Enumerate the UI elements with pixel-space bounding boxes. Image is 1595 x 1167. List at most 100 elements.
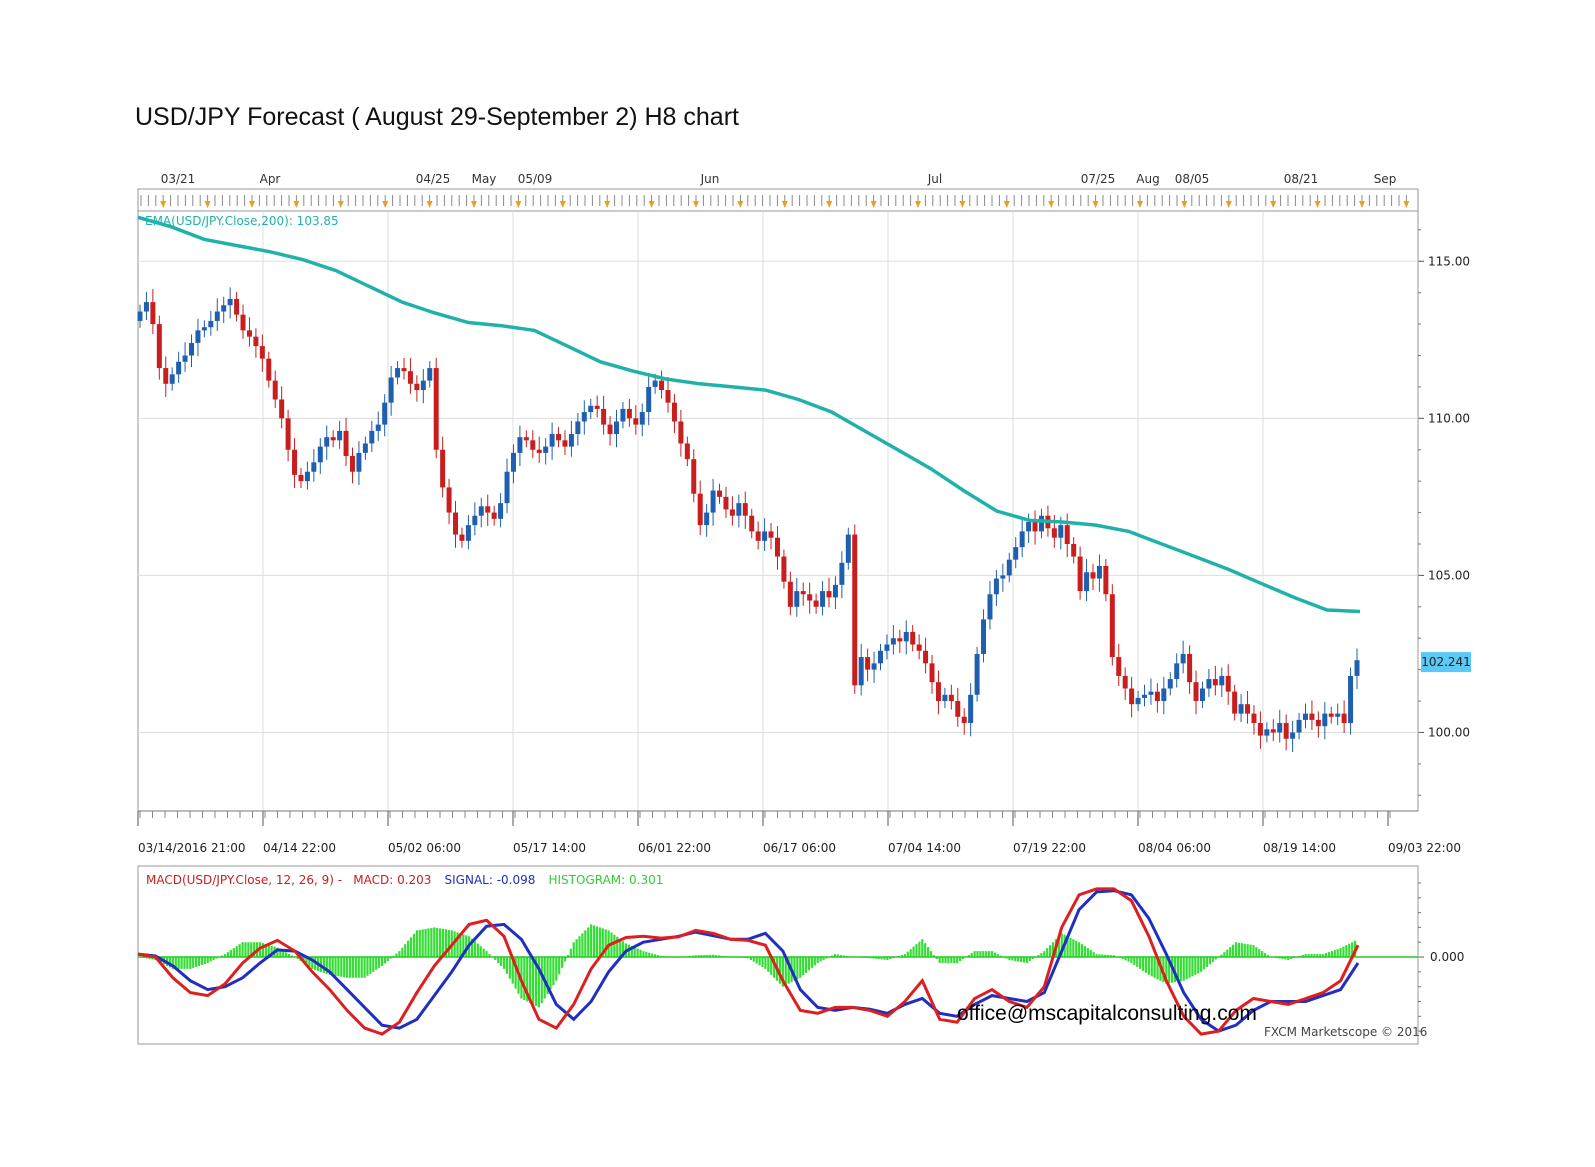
candle	[890, 625, 896, 655]
time-tick-label: 08/19 14:00	[1263, 841, 1336, 855]
candle-body	[189, 342, 195, 356]
candle	[781, 549, 787, 589]
candle	[916, 634, 922, 660]
last-price-badge-bg	[1421, 652, 1471, 673]
last-price-badge: 102.241	[1421, 652, 1471, 673]
candle	[1335, 703, 1341, 726]
candle	[923, 637, 929, 674]
candle	[523, 430, 529, 448]
candle-body	[1199, 688, 1205, 702]
candle	[871, 651, 877, 683]
candle-body	[993, 578, 999, 595]
candle	[427, 361, 433, 388]
candle-body	[1135, 697, 1141, 705]
candle-body	[465, 525, 471, 541]
candle	[137, 304, 143, 328]
candle	[897, 629, 903, 653]
candle-body	[800, 591, 806, 595]
candle	[1142, 684, 1148, 707]
time-tick-label: 08/04 06:00	[1138, 841, 1211, 855]
candle-body	[375, 424, 381, 431]
candle	[311, 449, 317, 482]
candle-body	[845, 534, 851, 563]
candle-body	[304, 471, 310, 482]
candle	[993, 570, 999, 606]
candle	[407, 358, 413, 394]
candle-body	[1032, 521, 1038, 532]
candle	[414, 375, 420, 402]
candle-body	[1270, 729, 1276, 733]
candle	[884, 634, 890, 660]
contact-email: office@mscapitalconsulting.com	[957, 1002, 1257, 1025]
time-tick-label: 06/17 06:00	[763, 841, 836, 855]
candle	[1109, 584, 1115, 666]
candle	[974, 647, 980, 702]
month-label: May	[472, 172, 497, 186]
candle	[961, 708, 967, 735]
candle	[317, 438, 323, 474]
candle-body	[1277, 723, 1283, 733]
candle-body	[317, 446, 323, 463]
price-tick-label: 100.00	[1428, 725, 1470, 739]
candle	[272, 370, 278, 408]
candle	[1135, 691, 1141, 712]
candle-body	[234, 298, 240, 315]
candle	[1348, 667, 1354, 735]
candle-body	[1206, 679, 1212, 689]
candle-body	[343, 430, 349, 457]
candle	[633, 405, 639, 435]
candle	[1090, 563, 1096, 591]
candle	[189, 334, 195, 368]
candle	[1096, 554, 1102, 592]
candle-body	[201, 327, 207, 331]
candle-body	[1026, 521, 1032, 532]
candle-body	[1341, 713, 1347, 724]
candle-body	[433, 368, 439, 450]
candle	[433, 358, 439, 459]
candle	[1187, 645, 1193, 694]
candle	[1161, 676, 1167, 715]
candle-body	[717, 490, 723, 497]
candle-body	[897, 638, 903, 642]
candle	[485, 494, 491, 526]
candle	[143, 292, 149, 321]
candle	[362, 436, 368, 460]
candle-body	[671, 402, 677, 422]
candle-body	[523, 437, 529, 441]
candle-body	[768, 531, 774, 538]
event-marker	[915, 201, 921, 208]
candle	[987, 581, 993, 630]
candle-body	[665, 390, 671, 403]
time-tick-label: 05/17 14:00	[513, 841, 586, 855]
candle	[1206, 669, 1212, 697]
candle	[981, 609, 987, 663]
event-marker	[648, 201, 655, 208]
candle	[1251, 705, 1257, 735]
month-label: Sep	[1374, 172, 1397, 186]
macd-axis-ticks: 0.000	[1418, 882, 1464, 1032]
candle-body	[459, 534, 465, 541]
candle	[717, 483, 723, 504]
candle	[1167, 672, 1173, 696]
candle-body	[1348, 675, 1354, 724]
candle-body	[240, 314, 246, 331]
candle	[1245, 691, 1251, 724]
candle	[742, 491, 748, 529]
candle	[324, 425, 330, 460]
candle-body	[446, 487, 452, 513]
candle	[246, 317, 252, 347]
candle	[1270, 719, 1276, 741]
event-marker	[1003, 201, 1010, 208]
candle	[729, 496, 735, 526]
time-tick-label: 06/01 22:00	[638, 841, 711, 855]
candle-body	[1257, 723, 1263, 736]
event-marker	[1314, 201, 1321, 208]
candle	[1071, 537, 1077, 564]
candle-body	[356, 452, 362, 472]
candle-body	[382, 402, 388, 425]
candle-body	[420, 380, 426, 391]
candle	[774, 526, 780, 570]
candle-body	[678, 421, 684, 444]
event-marker	[826, 201, 833, 208]
candle-body	[285, 418, 291, 450]
